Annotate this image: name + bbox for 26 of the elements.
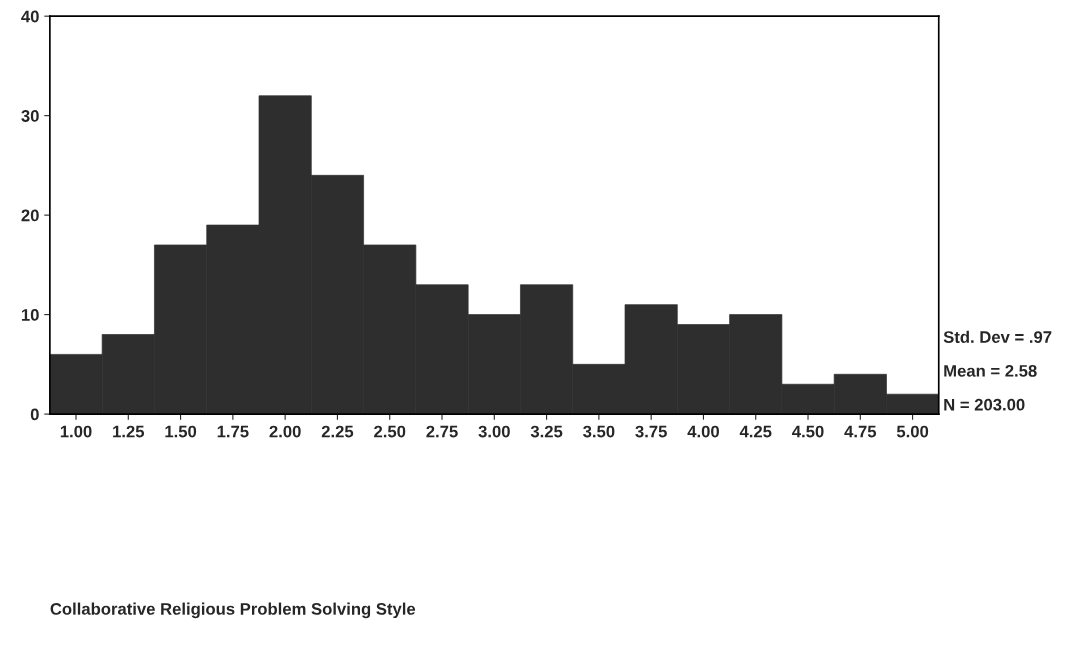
x-tick-label: 3.75 — [635, 425, 667, 438]
x-tick-label: 5.00 — [896, 425, 929, 438]
x-tick-label: 4.25 — [739, 425, 772, 438]
x-tick-label: 1.50 — [165, 425, 197, 438]
x-tick-label: 4.50 — [792, 425, 824, 438]
text: Collaborative Religious Problem Solving Style — [50, 602, 416, 619]
y-tick-label: 30 — [21, 110, 39, 122]
y-tick-label: 40 — [21, 10, 39, 23]
x-tick-label: 2.75 — [426, 425, 458, 438]
y-tick-label: 10 — [21, 309, 39, 321]
text: Std. Dev = .97 — [943, 330, 1052, 343]
x-tick-label: 4.75 — [844, 425, 877, 438]
x-tick-label: 1.25 — [113, 425, 145, 438]
x-tick-label: 2.00 — [269, 425, 301, 438]
x-tick-label: 2.25 — [321, 425, 354, 438]
y-tick-label: 20 — [21, 209, 39, 222]
x-tick-label: 2.50 — [374, 425, 406, 438]
x-tick-label: 1.00 — [60, 425, 92, 438]
x-tick-label: 3.00 — [478, 425, 510, 438]
x-tick-label: 3.50 — [583, 425, 615, 438]
x-tick-label: 4.00 — [687, 425, 719, 438]
x-tick-label: 3.25 — [530, 425, 563, 438]
y-tick-label: 0 — [30, 408, 39, 421]
text: N = 203.00 — [944, 398, 1025, 411]
text: Mean = 2.58 — [944, 364, 1037, 377]
x-tick-label: 1.75 — [217, 425, 249, 438]
